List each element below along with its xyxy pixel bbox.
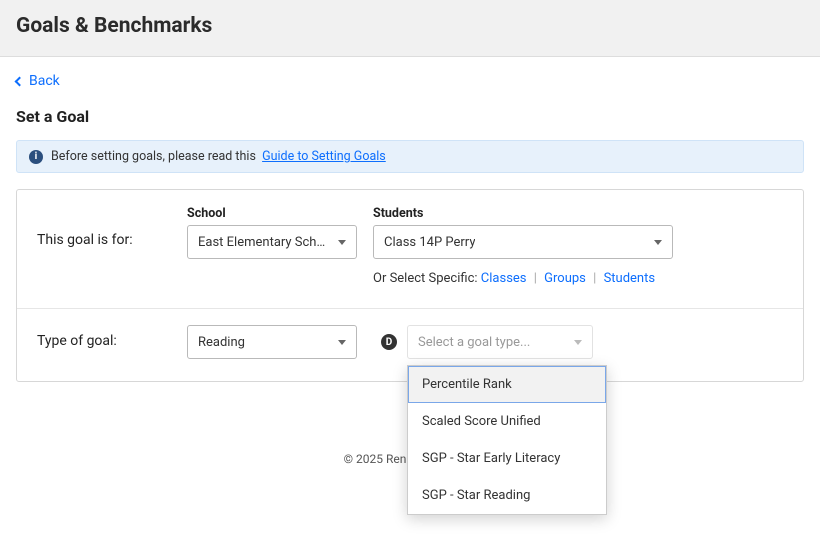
banner-text: Before setting goals, please read this [51,149,256,164]
goal-type-select[interactable]: Select a goal type... [407,325,593,359]
page-title: Goals & Benchmarks [16,14,804,38]
goal-for-label: This goal is for: [37,206,187,248]
goal-type-label: Type of goal: [37,325,187,349]
link-groups[interactable]: Groups [544,271,586,286]
chevron-down-icon [574,340,582,345]
dropdown-option[interactable]: SGP - Star Early Literacy [408,440,606,477]
chevron-down-icon [654,240,662,245]
students-select[interactable]: Class 14P Perry [373,225,673,259]
dropdown-option[interactable]: SGP - Star Reading [408,477,606,514]
school-select-value: East Elementary Sch… [198,235,325,250]
back-link[interactable]: Back [16,73,60,89]
link-students[interactable]: Students [604,271,656,286]
goal-type-placeholder: Select a goal type... [418,335,530,350]
dropdown-option[interactable]: Scaled Score Unified [408,403,606,440]
info-banner: i Before setting goals, please read this… [16,140,804,173]
students-field-label: Students [373,206,673,221]
guide-link[interactable]: Guide to Setting Goals [262,149,386,164]
marker-d-icon: D [381,334,397,350]
back-link-label: Back [29,73,60,89]
header-bar: Goals & Benchmarks [0,0,820,57]
school-field-label: School [187,206,357,221]
school-select[interactable]: East Elementary Sch… [187,225,357,259]
subject-select-value: Reading [198,335,245,350]
chevron-down-icon [338,240,346,245]
dropdown-option[interactable]: Percentile Rank [408,366,606,403]
chevron-left-icon [15,76,25,86]
chevron-down-icon [338,340,346,345]
info-icon: i [29,150,43,164]
subject-select[interactable]: Reading [187,325,357,359]
goal-panel: This goal is for: School East Elementary… [16,189,804,382]
goal-type-row: Type of goal: Reading D Select a goal ty… [17,308,803,381]
or-select-specific: Or Select Specific: Classes | Groups | S… [373,271,673,286]
goal-for-row: This goal is for: School East Elementary… [17,190,803,308]
link-classes[interactable]: Classes [481,271,527,286]
goal-type-dropdown: Percentile Rank Scaled Score Unified SGP… [407,365,607,515]
main-content: Back Set a Goal i Before setting goals, … [0,57,820,482]
students-select-value: Class 14P Perry [384,235,475,250]
or-select-text: Or Select Specific: [373,271,478,286]
page-subtitle: Set a Goal [16,107,804,126]
